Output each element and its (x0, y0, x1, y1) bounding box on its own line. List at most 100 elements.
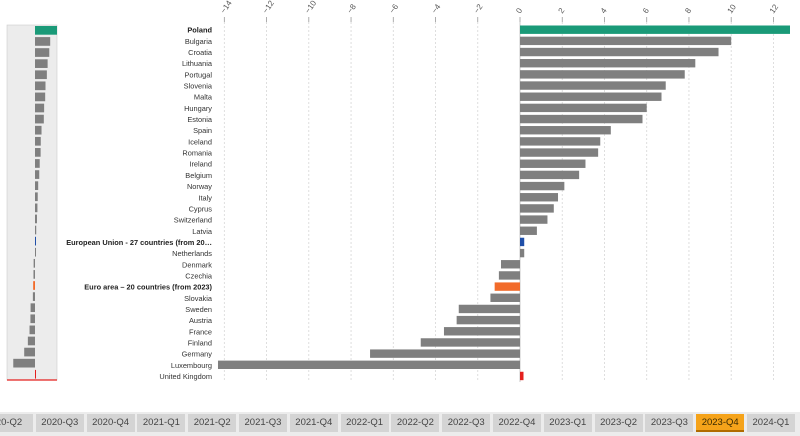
bar-iceland[interactable] (520, 137, 601, 146)
period-2022-q1[interactable]: 2022-Q1 (340, 414, 389, 432)
bar-hungary[interactable] (520, 103, 647, 113)
label-sweden: Sweden (185, 305, 212, 314)
bar-luxembourg[interactable] (217, 360, 520, 369)
period-2023-q1[interactable]: 2023-Q1 (543, 414, 592, 432)
period-2023-q4[interactable]: 2023-Q4 (696, 414, 745, 432)
bar-norway[interactable] (520, 181, 565, 191)
label-netherlands: Netherlands (172, 249, 212, 258)
period-2022-q4[interactable]: 2022-Q4 (493, 414, 541, 432)
label-czechia: Czechia (185, 271, 213, 280)
label-croatia: Croatia (188, 48, 213, 57)
bar-austria[interactable] (456, 315, 520, 325)
bar-malta[interactable] (520, 92, 662, 101)
bar-lithuania[interactable] (520, 59, 696, 68)
period-2024-q1[interactable]: 2024-Q1 (747, 414, 795, 432)
label-luxembourg: Luxembourg (171, 361, 212, 370)
tick-label: 6 (641, 6, 651, 15)
label-latvia: Latvia (192, 227, 213, 236)
bar-estonia[interactable] (520, 114, 643, 124)
tick-label: −6 (388, 2, 401, 15)
label-ireland: Ireland (189, 160, 212, 169)
label-austria: Austria (189, 316, 213, 325)
period-2021-q4[interactable]: 2021-Q4 (289, 414, 338, 432)
overview-minimap[interactable] (6, 24, 58, 381)
bar-belgium[interactable] (520, 170, 580, 180)
minimap-bar (35, 136, 41, 146)
tick-label: −8 (345, 2, 358, 15)
period-2022-q2[interactable]: 2022-Q2 (391, 414, 440, 432)
minimap-bar (35, 81, 46, 91)
bar-slovakia[interactable] (490, 293, 520, 302)
minimap-bar (29, 325, 35, 335)
minimap-bar (35, 214, 37, 224)
minimap-bar (27, 336, 35, 346)
tick-label: 4 (599, 6, 609, 15)
period-2022-q3[interactable]: 2022-Q3 (442, 414, 491, 432)
bar-united-kingdom[interactable] (520, 371, 524, 381)
x-axis-ticks: −14 −12 −10 −8 −6 −4 −2 0 2 4 6 8 10 12 (219, 0, 780, 22)
bars (217, 25, 790, 381)
bar-euro-area-20-countries-from-2023[interactable] (494, 282, 520, 291)
label-bulgaria: Bulgaria (185, 37, 213, 46)
label-italy: Italy (198, 193, 212, 202)
bar-netherlands[interactable] (520, 248, 525, 258)
bar-latvia[interactable] (520, 226, 537, 235)
bar-italy[interactable] (520, 193, 559, 202)
minimap-bar (35, 59, 48, 68)
minimap-bar (33, 270, 35, 279)
bar-sweden[interactable] (458, 304, 520, 314)
bar-croatia[interactable] (520, 47, 719, 57)
label-portugal: Portugal (184, 70, 212, 79)
minimap-bar (35, 203, 38, 213)
bar-czechia[interactable] (498, 271, 520, 280)
bar-bulgaria[interactable] (520, 36, 732, 46)
period-2020-q3[interactable]: 2020-Q3 (35, 414, 84, 432)
minimap-bar (35, 70, 47, 80)
label-germany: Germany (182, 350, 213, 359)
minimap-bar (24, 347, 35, 357)
minimap-bar (35, 103, 45, 113)
bar-slovenia[interactable] (520, 81, 666, 90)
minimap-bar (35, 148, 41, 157)
bar-finland[interactable] (420, 338, 520, 347)
tick-label: −4 (430, 2, 443, 15)
minimap-bar (35, 26, 57, 35)
label-france: France (189, 327, 212, 336)
tick-label: −2 (472, 2, 485, 15)
bar-poland[interactable] (520, 25, 790, 34)
period-2023-q2[interactable]: 2023-Q2 (594, 414, 643, 432)
label-estonia: Estonia (187, 115, 213, 124)
period-2023-q3[interactable]: 2023-Q3 (645, 414, 694, 432)
bar-spain[interactable] (520, 126, 611, 135)
bar-portugal[interactable] (520, 70, 685, 79)
bar-france[interactable] (443, 327, 520, 336)
bar-european-union-27-countries-from-20[interactable] (520, 237, 525, 247)
minimap-bar (35, 170, 40, 179)
label-switzerland: Switzerland (174, 216, 212, 225)
period-20-q2[interactable]: 20-Q2 (0, 414, 33, 432)
minimap-bar (35, 125, 42, 135)
bar-switzerland[interactable] (520, 215, 548, 224)
bar-denmark[interactable] (500, 260, 520, 269)
bar-chart: −14 −12 −10 −8 −6 −4 −2 0 2 4 6 8 10 12 Poland Bulgari… (6, 0, 790, 382)
category-labels: Poland Bulgaria Croatia Lithuania Portugal Sl… (66, 26, 213, 381)
bar-cyprus[interactable] (520, 204, 554, 213)
label-slovakia: Slovakia (184, 294, 213, 303)
label-spain: Spain (193, 126, 212, 135)
minimap-bar (32, 292, 35, 301)
tick-label: 2 (557, 6, 567, 15)
period-2020-q4[interactable]: 2020-Q4 (86, 414, 135, 432)
label-romania: Romania (182, 149, 212, 158)
minimap-bar (35, 48, 50, 57)
minimap-bar (35, 247, 36, 257)
bar-romania[interactable] (520, 148, 599, 157)
label-cyprus: Cyprus (189, 204, 213, 213)
label-united-kingdom: United Kingdom (159, 372, 212, 381)
period-2021-q2[interactable]: 2021-Q2 (188, 414, 237, 432)
period-2021-q3[interactable]: 2021-Q3 (239, 414, 287, 432)
period-2021-q1[interactable]: 2021-Q1 (137, 414, 186, 432)
label-euro-area-20-countries-from-2023: Euro area – 20 countries (from 2023) (84, 283, 212, 292)
bar-germany[interactable] (370, 349, 520, 358)
minimap-bar (30, 314, 35, 324)
bar-ireland[interactable] (520, 159, 586, 168)
